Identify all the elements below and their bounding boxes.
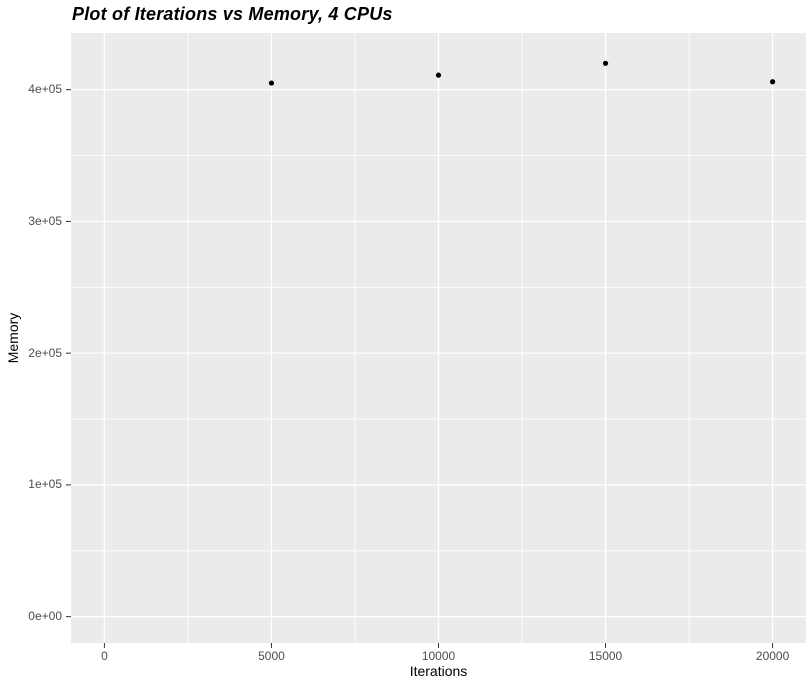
y-axis-title: Memory	[5, 312, 21, 364]
y-tick-label: 0e+00	[28, 609, 62, 624]
data-point	[268, 80, 275, 86]
x-tick-label: 20000	[755, 649, 790, 663]
y-tick-label: 1e+05	[28, 477, 62, 492]
data-point	[602, 60, 609, 66]
data-point	[435, 72, 442, 78]
x-axis-title: Iterations	[409, 663, 468, 679]
y-tick-label: 3e+05	[28, 213, 62, 228]
y-tick-label: 4e+05	[28, 82, 62, 97]
x-tick-label: 10000	[421, 649, 456, 663]
x-tick-label: 5000	[258, 649, 285, 663]
x-tick-label: 15000	[588, 649, 623, 663]
x-tick-label: 0	[101, 649, 108, 663]
chart-title: Plot of Iterations vs Memory, 4 CPUs	[72, 4, 393, 24]
y-tick-label: 2e+05	[28, 345, 62, 360]
data-point	[769, 79, 776, 85]
